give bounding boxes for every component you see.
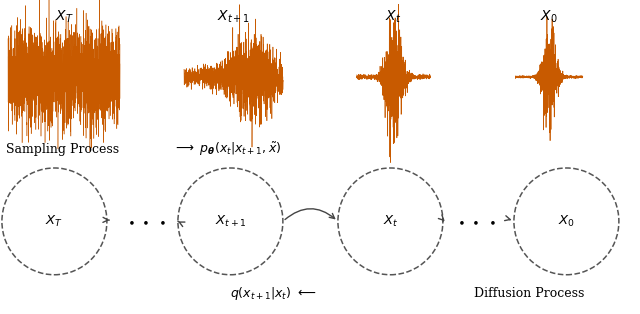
Text: $X_{t+1}$: $X_{t+1}$ [217, 9, 250, 25]
Ellipse shape [338, 168, 443, 275]
Ellipse shape [2, 168, 107, 275]
Text: $X_T$: $X_T$ [45, 214, 63, 229]
Text: Diffusion Process: Diffusion Process [474, 287, 584, 300]
Text: $X_0$: $X_0$ [540, 9, 558, 25]
Text: $X_T$: $X_T$ [54, 9, 74, 25]
Text: $X_t$: $X_t$ [383, 214, 398, 229]
Text: Sampling Process: Sampling Process [6, 143, 120, 156]
Text: $\bullet\ \bullet\ \bullet$: $\bullet\ \bullet\ \bullet$ [458, 215, 496, 228]
Text: $X_t$: $X_t$ [385, 9, 402, 25]
Text: $q(x_{t+1}|x_t)\ \longleftarrow$: $q(x_{t+1}|x_t)\ \longleftarrow$ [230, 285, 317, 302]
Text: $\bullet\ \bullet\ \bullet$: $\bullet\ \bullet\ \bullet$ [127, 215, 165, 228]
Text: $\longrightarrow\ p_{\boldsymbol{\theta}}(x_t|x_{t+1}, \tilde{x})$: $\longrightarrow\ p_{\boldsymbol{\theta}… [173, 140, 282, 158]
Text: $X_{t+1}$: $X_{t+1}$ [214, 214, 246, 229]
Ellipse shape [514, 168, 619, 275]
Text: $X_0$: $X_0$ [558, 214, 575, 229]
Ellipse shape [178, 168, 283, 275]
